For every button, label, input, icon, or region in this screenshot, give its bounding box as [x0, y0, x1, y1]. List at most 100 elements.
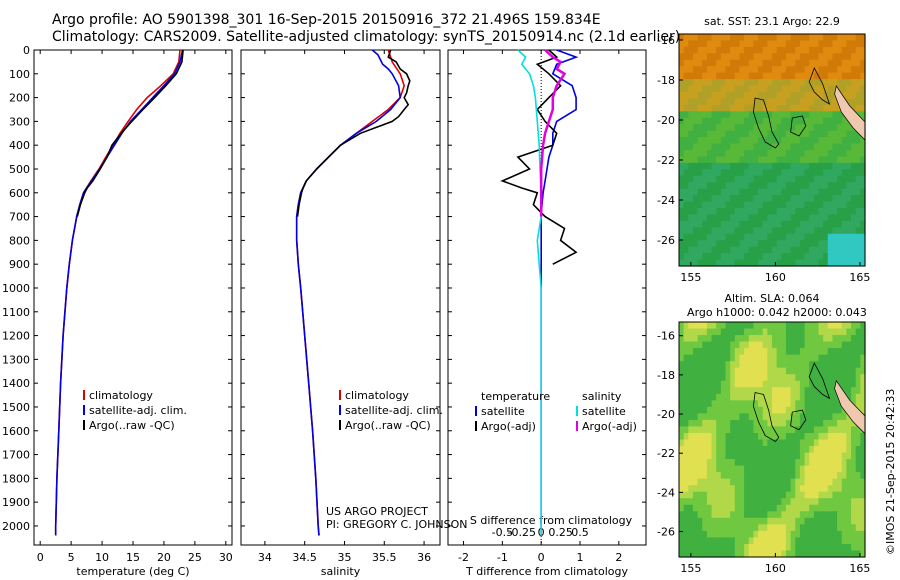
y-tick-label: 400: [9, 139, 30, 152]
series-argo-adj-: [539, 49, 567, 217]
salinity-panel: 34 34.5 35 35.5 36 salinity climatology satelli…: [240, 49, 443, 578]
figure-title-line1: Argo profile: AO 5901398_301 16-Sep-2015…: [52, 12, 601, 28]
x-tick-label: 5: [68, 551, 75, 564]
sst-map: 155 160 165 -16 -18 -20 -22 -24 -26 sat. SST: 23.…: [657, 15, 870, 284]
y-tick-label: 1000: [2, 282, 30, 295]
y-tick-label: -20: [657, 408, 675, 421]
x-tick-label: 160: [765, 271, 786, 284]
series-satellite: [517, 49, 543, 536]
x-tick-label: -2: [458, 551, 469, 564]
s-diff-label: S difference from climatology: [470, 514, 633, 527]
y-tick-label: -20: [657, 114, 675, 127]
legend-label: satellite-adj. clim.: [345, 404, 443, 417]
y-tick-label: -24: [657, 194, 675, 207]
y-tick-label: 800: [9, 234, 30, 247]
x-tick-label: 15: [126, 551, 140, 564]
y-tick-label: -26: [657, 526, 675, 539]
difference-panel: -2 -1 0 1 2T difference from climatology -0.5…: [447, 49, 647, 578]
y-tick-label: 1600: [2, 425, 30, 438]
y-tick-label: -16: [657, 330, 675, 343]
x-tick-label: 30: [219, 551, 233, 564]
difference-frame: [447, 49, 647, 546]
x-tick-label: 160: [765, 562, 786, 575]
x-tick-label: 165: [849, 271, 870, 284]
x-tick-label: 1: [577, 551, 584, 564]
difference-xlabel: T difference from climatology: [465, 565, 628, 578]
series-argo-raw-qc-: [296, 49, 411, 217]
y-tick-label: -26: [657, 234, 675, 247]
sla-map-frame: [678, 321, 866, 558]
y-tick-label: 600: [9, 187, 30, 200]
temperature-panel: 0100200300400500600700800900100011001200…: [2, 44, 233, 578]
x-tick-label: 155: [680, 562, 701, 575]
credit-stamp: ©IMOS 21-Sep-2015 20:42:33: [884, 389, 897, 555]
salinity-frame: [240, 49, 441, 546]
x-tick-label: 0: [37, 551, 44, 564]
x-tick-label: 34.5: [292, 551, 317, 564]
project-line1: US ARGO PROJECT: [326, 505, 428, 518]
salinity-xlabel: salinity: [321, 565, 361, 578]
contour-line: [808, 67, 831, 105]
y-tick-label: -22: [657, 447, 675, 460]
y-tick-label: 1200: [2, 330, 30, 343]
legend-label: satellite: [582, 405, 626, 418]
x-tick-label: -1: [497, 551, 508, 564]
y-tick-label: 1900: [2, 496, 30, 509]
legend-label: climatology: [89, 389, 153, 402]
series-argo-raw-qc-: [76, 49, 184, 217]
y-tick-label: -22: [657, 154, 675, 167]
y-tick-label: 200: [9, 92, 30, 105]
project-line2: PI: GREGORY C. JOHNSON: [326, 518, 467, 531]
series-satellite-adj-clim-: [295, 49, 402, 536]
legend-title-salinity: salinity: [582, 390, 622, 403]
y-tick-label: -24: [657, 486, 675, 499]
x-tick-label: 34: [258, 551, 272, 564]
temperature-xlabel: temperature (deg C): [76, 565, 189, 578]
contour-line: [808, 362, 831, 400]
y-tick-label: 1300: [2, 353, 30, 366]
x-tick-label: 20: [157, 551, 171, 564]
y-tick-label: 1700: [2, 449, 30, 462]
legend-label: Argo(..raw -QC): [89, 419, 175, 432]
s-tick-label: -0.5: [492, 526, 513, 539]
y-tick-label: -16: [657, 34, 675, 47]
contour-line: [790, 409, 807, 431]
contour-line: [752, 97, 780, 149]
x-tick-label: 0: [538, 551, 545, 564]
contour-line: [790, 115, 807, 137]
legend-label: Argo(-adj): [582, 420, 637, 433]
sla-map-subtitle: Argo h1000: 0.042 h2000: 0.043: [687, 306, 867, 319]
figure-title-line2: Climatology: CARS2009. Satellite-adjuste…: [52, 29, 681, 45]
contour-line: [752, 392, 780, 443]
x-tick-label: 2: [615, 551, 622, 564]
x-tick-label: 36: [417, 551, 431, 564]
sla-map-title: Altim. SLA: 0.064: [724, 292, 819, 305]
legend-title-temperature: temperature: [481, 390, 550, 403]
land-shape: [834, 85, 866, 141]
temperature-frame: [33, 49, 233, 546]
y-tick-label: -18: [657, 369, 675, 382]
sst-map-frame: [678, 33, 866, 267]
y-tick-label: 300: [9, 115, 30, 128]
sst-map-title: sat. SST: 23.1 Argo: 22.9: [704, 15, 840, 28]
legend-label: Argo(-adj): [481, 420, 536, 433]
y-tick-label: 1100: [2, 306, 30, 319]
land-shape: [834, 379, 866, 435]
sla-map: 155 160 165 -16 -18 -20 -22 -24 -26 Altim. SLA: 0…: [657, 292, 870, 575]
x-tick-label: 10: [95, 551, 109, 564]
y-tick-label: 1800: [2, 472, 30, 485]
series-argo-adj-: [500, 49, 578, 265]
x-tick-label: 35.5: [372, 551, 397, 564]
x-tick-label: 165: [849, 562, 870, 575]
s-tick-label: 0.25: [548, 526, 573, 539]
y-tick-label: 2000: [2, 520, 30, 533]
y-tick-label: 1500: [2, 401, 30, 414]
y-tick-label: 1400: [2, 377, 30, 390]
y-tick-label: 900: [9, 258, 30, 271]
series-satellite-adj-clim-: [54, 49, 184, 536]
y-tick-label: 700: [9, 211, 30, 224]
series-climatology: [54, 49, 181, 536]
legend-label: climatology: [345, 389, 409, 402]
